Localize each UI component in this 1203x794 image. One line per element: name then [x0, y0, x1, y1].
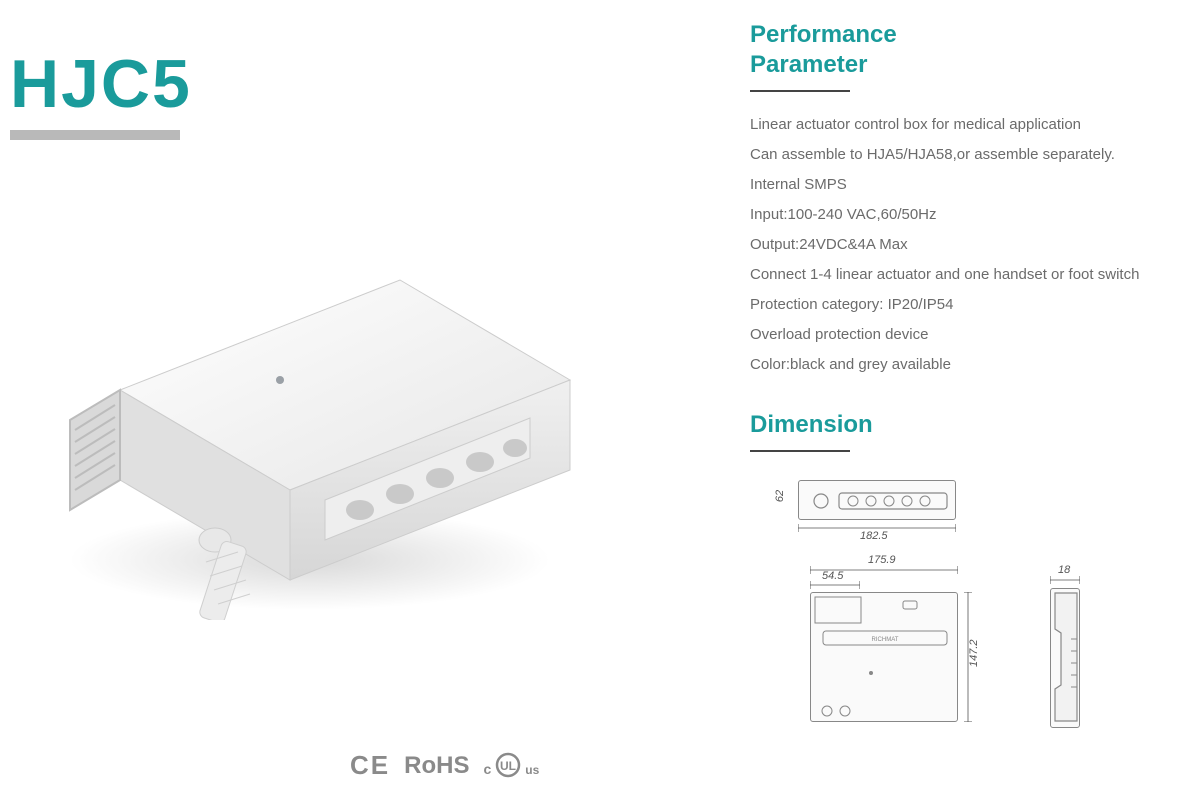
right-column: Performance Parameter Linear actuator co…	[750, 20, 1190, 762]
dim-label-54-5: 54.5	[822, 570, 843, 582]
cert-ce: CE	[350, 750, 390, 781]
spec-line: Overload protection device	[750, 320, 1190, 350]
title-underline	[10, 130, 180, 140]
dimension-heading: Dimension	[750, 410, 1190, 440]
spec-line: Internal SMPS	[750, 170, 1190, 200]
spec-line: Connect 1-4 linear actuator and one hand…	[750, 260, 1190, 290]
spec-line: Can assemble to HJA5/HJA58,or assemble s…	[750, 140, 1190, 170]
cert-ul: c UL us	[483, 750, 539, 781]
dim-label-175-9: 175.9	[868, 554, 896, 566]
performance-heading-line1: Performance	[750, 20, 1190, 50]
spec-line: Linear actuator control box for medical …	[750, 110, 1190, 140]
cert-ul-main: UL	[491, 750, 525, 781]
spec-line: Input:100-240 VAC,60/50Hz	[750, 200, 1190, 230]
spec-line: Color:black and grey available	[750, 350, 1190, 380]
cert-ul-c: c	[483, 761, 491, 777]
svg-text:UL: UL	[500, 759, 516, 773]
dimension-section: Dimension 62 182.5	[750, 410, 1190, 762]
heading-underline	[750, 450, 850, 452]
spec-line: Protection category: IP20/IP54	[750, 290, 1190, 320]
dim-label-182-5: 182.5	[860, 530, 888, 542]
spec-line: Output:24VDC&4A Max	[750, 230, 1190, 260]
dim-label-147-2: 147.2	[968, 639, 980, 667]
product-photo	[10, 190, 590, 620]
dim-side-view	[1050, 588, 1080, 728]
heading-underline	[750, 90, 850, 92]
performance-heading-line2: Parameter	[750, 50, 1190, 80]
left-column: HJC5	[10, 50, 630, 620]
spec-list: Linear actuator control box for medical …	[750, 110, 1190, 380]
svg-text:RICHMAT: RICHMAT	[872, 637, 899, 643]
cert-ul-us: us	[525, 763, 539, 777]
certification-row: CE RoHS c UL us	[350, 750, 539, 781]
dim-label-62: 62	[774, 490, 786, 502]
dimension-diagrams: 62 182.5 175.9 54.5	[750, 472, 1170, 762]
dim-top-view	[798, 480, 956, 520]
cert-rohs: RoHS	[404, 752, 469, 780]
performance-heading: Performance Parameter	[750, 20, 1190, 80]
dim-label-18: 18	[1058, 564, 1070, 576]
product-title: HJC5	[10, 50, 630, 118]
dim-front-view: RICHMAT	[810, 592, 958, 722]
